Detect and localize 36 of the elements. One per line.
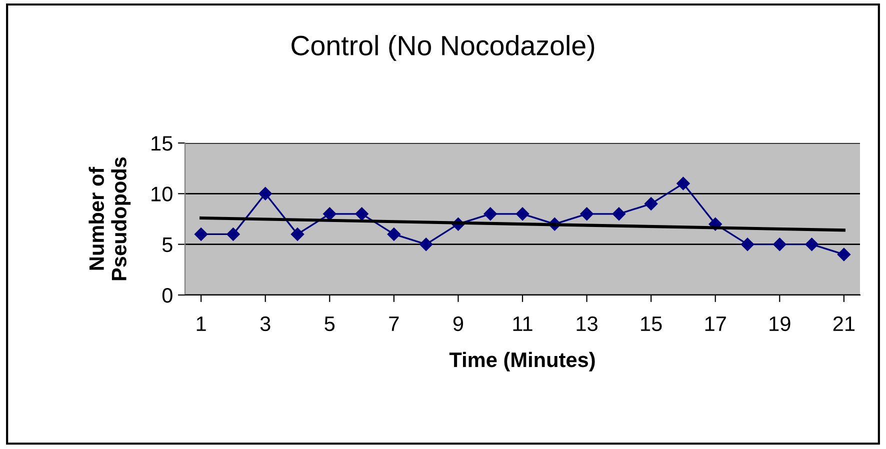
chart-title: Control (No Nocodazole) — [292, 35, 594, 61]
y-tick-label: 15 — [152, 136, 172, 151]
point — [290, 228, 304, 241]
point — [837, 248, 851, 262]
point — [612, 207, 626, 221]
point — [805, 238, 818, 251]
point — [773, 238, 786, 251]
x-tick-label: 3 — [260, 316, 270, 332]
point — [323, 207, 336, 221]
x-tick-label: 15 — [641, 316, 662, 332]
point — [387, 228, 401, 241]
y-axis-title: Number of Pseudopods — [88, 157, 131, 280]
point — [355, 207, 368, 221]
x-axis-title: Time (Minutes) — [449, 352, 595, 372]
x-tick-label: 17 — [705, 316, 726, 331]
point — [740, 238, 754, 251]
y-tick-label: 5 — [162, 238, 172, 252]
point — [644, 197, 658, 210]
point — [516, 207, 530, 221]
x-tick-label: 11 — [513, 316, 532, 331]
x-tick-label: 1 — [196, 316, 206, 331]
point — [484, 207, 497, 221]
y-tick-label: 10 — [152, 186, 172, 202]
y-tick-label: 0 — [162, 288, 172, 303]
point — [676, 176, 690, 190]
x-tick-label: 7 — [389, 316, 399, 331]
point — [580, 207, 594, 221]
point — [258, 187, 272, 200]
x-tick-label: 21 — [833, 316, 854, 331]
x-tick-label: 13 — [576, 316, 598, 332]
x-tick-label: 9 — [453, 316, 464, 332]
point — [194, 228, 208, 241]
point — [226, 228, 240, 241]
x-tick-label: 19 — [770, 316, 790, 332]
x-tick-label: 5 — [324, 316, 335, 332]
point — [419, 238, 433, 251]
